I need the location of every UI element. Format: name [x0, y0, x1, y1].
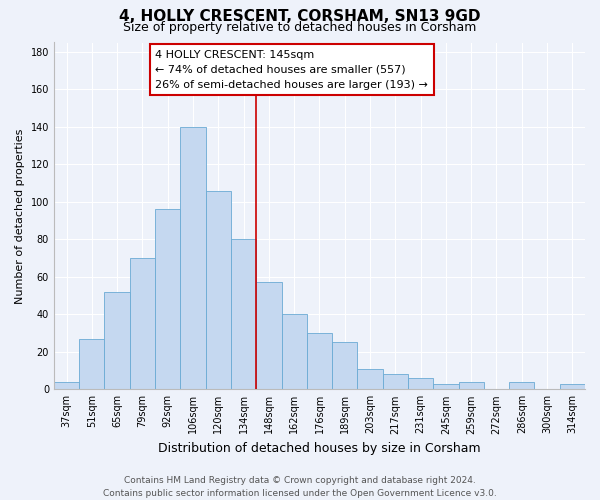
- Bar: [256, 282, 281, 390]
- Bar: [155, 210, 181, 390]
- Bar: [332, 342, 358, 390]
- Bar: [181, 127, 206, 390]
- Text: Contains HM Land Registry data © Crown copyright and database right 2024.
Contai: Contains HM Land Registry data © Crown c…: [103, 476, 497, 498]
- Text: 4 HOLLY CRESCENT: 145sqm
← 74% of detached houses are smaller (557)
26% of semi-: 4 HOLLY CRESCENT: 145sqm ← 74% of detach…: [155, 50, 428, 90]
- Bar: [458, 382, 484, 390]
- X-axis label: Distribution of detached houses by size in Corsham: Distribution of detached houses by size …: [158, 442, 481, 455]
- Bar: [79, 338, 104, 390]
- Y-axis label: Number of detached properties: Number of detached properties: [15, 128, 25, 304]
- Bar: [433, 384, 458, 390]
- Bar: [307, 333, 332, 390]
- Bar: [54, 382, 79, 390]
- Text: Size of property relative to detached houses in Corsham: Size of property relative to detached ho…: [124, 22, 476, 35]
- Bar: [358, 368, 383, 390]
- Bar: [408, 378, 433, 390]
- Bar: [383, 374, 408, 390]
- Text: 4, HOLLY CRESCENT, CORSHAM, SN13 9GD: 4, HOLLY CRESCENT, CORSHAM, SN13 9GD: [119, 9, 481, 24]
- Bar: [130, 258, 155, 390]
- Bar: [104, 292, 130, 390]
- Bar: [206, 190, 231, 390]
- Bar: [509, 382, 535, 390]
- Bar: [560, 384, 585, 390]
- Bar: [281, 314, 307, 390]
- Bar: [231, 240, 256, 390]
